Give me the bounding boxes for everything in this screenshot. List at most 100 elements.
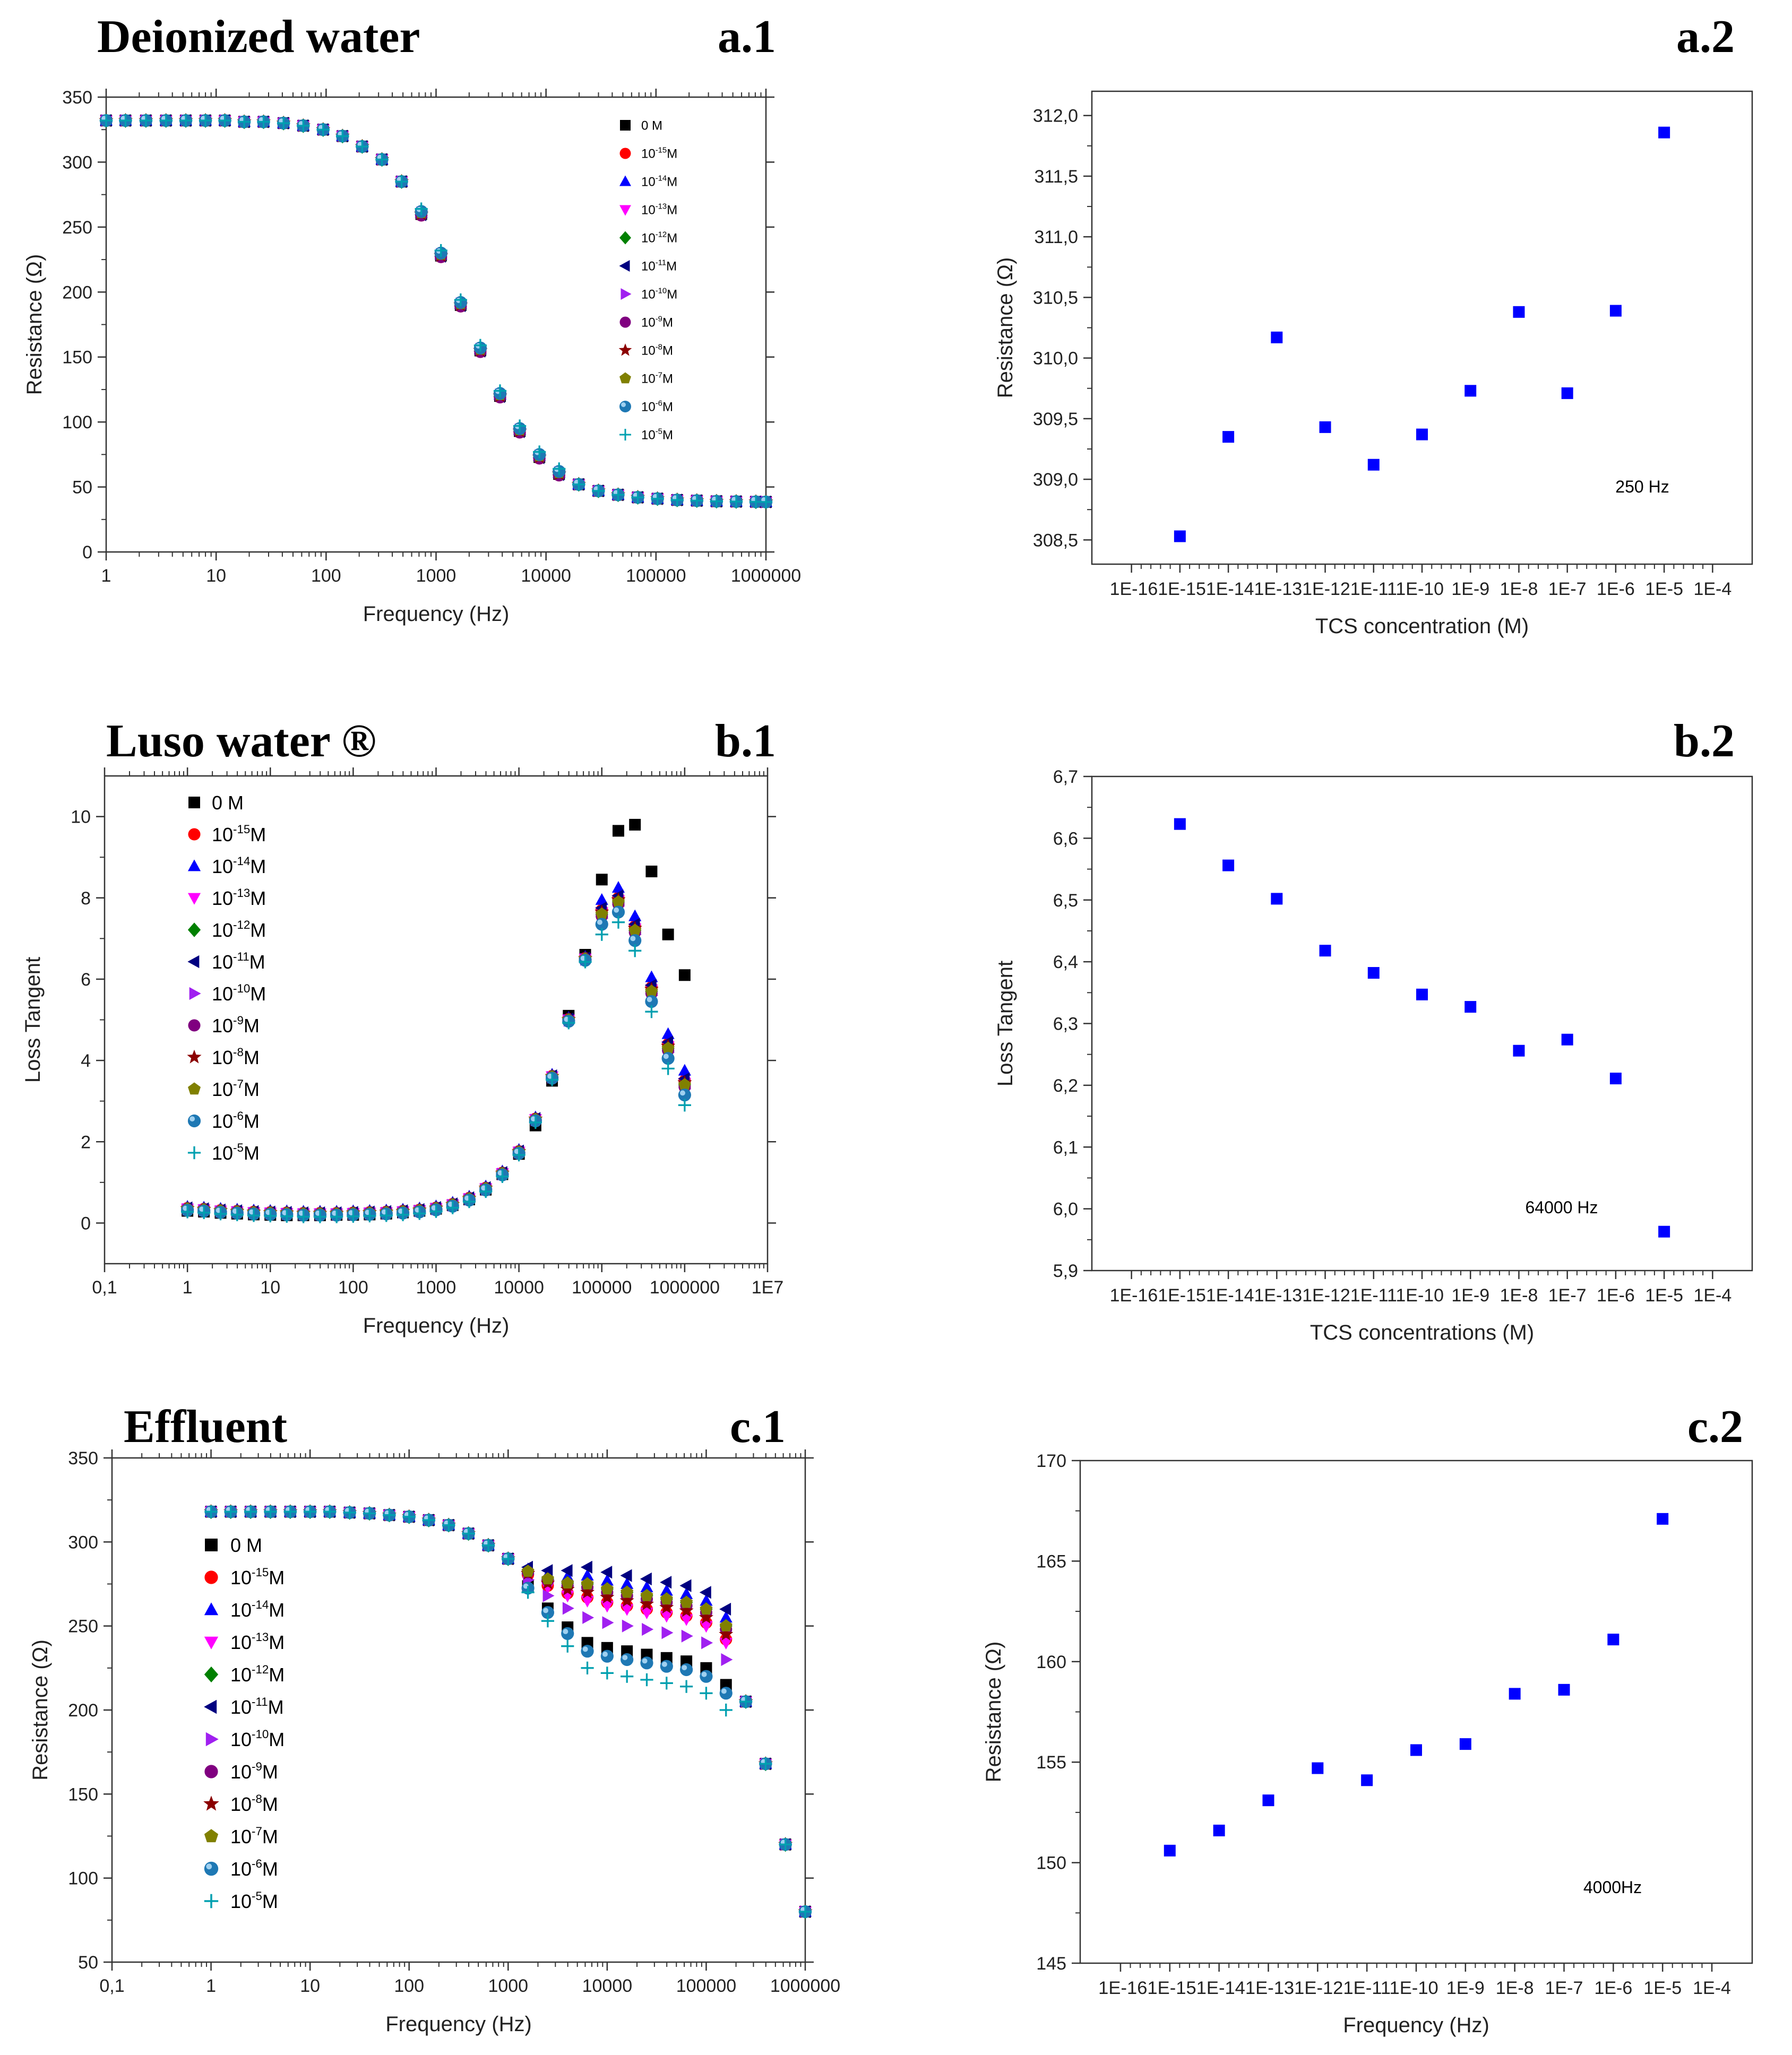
legend-marker	[188, 797, 200, 808]
marker-shape	[204, 1765, 218, 1778]
data-point	[572, 478, 585, 491]
marker-shape	[313, 1210, 327, 1223]
y-tick-label: 350	[62, 88, 92, 108]
data-point	[798, 1905, 812, 1919]
legend-marker	[204, 1861, 219, 1876]
marker-shape	[639, 1596, 654, 1611]
legend-marker	[187, 1114, 201, 1128]
marker-shape	[619, 175, 631, 186]
marker-shape	[679, 1603, 694, 1617]
data-point	[139, 114, 153, 127]
y-tick-label: 10	[71, 807, 91, 827]
marker-shape	[628, 923, 642, 936]
data-point	[645, 865, 658, 877]
y-tick-label: 300	[68, 1532, 98, 1552]
data-point	[1174, 818, 1186, 830]
y-tick-label: 150	[62, 348, 92, 368]
marker-shape	[323, 1505, 337, 1518]
marker-shape	[529, 1116, 542, 1129]
data-point	[779, 1838, 792, 1851]
x-tick-label: 1E-7	[1548, 579, 1587, 599]
data-point	[356, 140, 369, 153]
data-point	[581, 1645, 594, 1658]
y-tick-label: 311,5	[1034, 167, 1078, 187]
marker-shape	[660, 1576, 672, 1589]
x-tick-label: 1E-9	[1451, 579, 1489, 599]
x-tick-label: 1E-6	[1597, 1285, 1635, 1306]
data-point	[579, 955, 592, 969]
marker-shape	[562, 1016, 575, 1030]
legend-marker	[205, 1732, 219, 1747]
marker-shape	[224, 1505, 237, 1518]
marker-shape	[304, 1505, 317, 1518]
y-tick-label: 6,2	[1053, 1076, 1078, 1096]
data-point	[596, 874, 608, 886]
marker-shape	[631, 491, 644, 504]
x-tick-label: 1E-8	[1500, 1285, 1538, 1306]
marker-shape	[678, 1064, 691, 1076]
data-point	[678, 1089, 691, 1102]
data-point	[179, 114, 193, 127]
data-point	[429, 1205, 443, 1218]
x-tick-label: 1E-8	[1496, 1978, 1534, 1998]
legend-marker	[619, 372, 631, 384]
data-point	[560, 1582, 575, 1596]
marker-shape	[595, 893, 608, 905]
marker-shape	[779, 1838, 792, 1851]
data-point	[1609, 305, 1622, 317]
data-point	[442, 1518, 455, 1532]
data-point	[1222, 431, 1235, 443]
data-point	[1464, 1001, 1477, 1013]
marker-shape	[205, 1539, 218, 1551]
y-tick-label: 6,4	[1053, 952, 1078, 972]
marker-shape	[700, 1594, 713, 1606]
x-tick-labels-run: 1E-161E-151E-141E-131E-121E-111E-10	[1098, 1978, 1438, 1998]
data-point	[680, 1663, 693, 1677]
legend-marker	[621, 288, 632, 300]
data-point	[620, 1569, 632, 1582]
legend-marker	[619, 429, 631, 441]
data-point	[561, 1639, 574, 1653]
data-point	[1658, 126, 1670, 139]
y-tick-label: 0	[82, 542, 92, 563]
data-point	[662, 928, 674, 940]
data-point	[1558, 1683, 1570, 1696]
marker-shape	[621, 288, 632, 300]
data-point	[323, 1505, 337, 1518]
legend-marker	[188, 828, 201, 841]
data-point	[719, 1602, 731, 1616]
x-tick-label: 1000	[416, 566, 456, 586]
data-point	[1609, 1073, 1622, 1085]
marker-highlight	[597, 919, 602, 925]
legend-entry: 10-11M	[212, 950, 265, 973]
data-point	[661, 1027, 675, 1039]
marker-shape	[699, 1586, 711, 1599]
marker-shape	[188, 1019, 201, 1032]
legend-marker	[187, 893, 201, 905]
marker-shape	[187, 859, 201, 871]
y-tick-label: 100	[62, 412, 92, 433]
marker-shape	[661, 1027, 675, 1039]
data-point	[759, 1757, 772, 1771]
data-point	[680, 1680, 693, 1693]
y-tick-label: 312,0	[1033, 106, 1078, 126]
marker-shape	[462, 1195, 476, 1208]
chart-panel-a2: a.2 1E-161E-151E-141E-131E-121E-111E-10 1E…	[994, 11, 1753, 638]
marker-shape	[316, 123, 330, 136]
data-point	[257, 115, 270, 128]
data-point	[719, 1687, 733, 1700]
legend-marker	[204, 1636, 219, 1650]
data-point	[621, 1577, 634, 1589]
data-point	[396, 1208, 410, 1221]
marker-shape	[678, 1078, 691, 1091]
data-point	[363, 1507, 376, 1520]
data-point	[700, 1621, 713, 1633]
data-point	[621, 1604, 634, 1616]
data-point	[678, 969, 691, 981]
marker-shape	[580, 1585, 595, 1599]
marker-shape	[622, 1619, 634, 1633]
marker-shape	[297, 1210, 310, 1223]
data-point	[1464, 385, 1477, 397]
y-tick-label: 50	[72, 478, 92, 498]
